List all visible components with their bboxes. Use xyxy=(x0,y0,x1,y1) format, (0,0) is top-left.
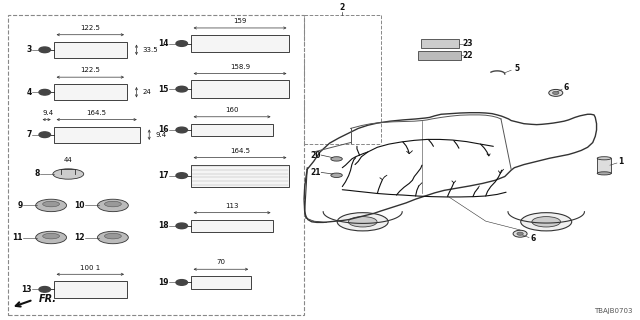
Text: 6: 6 xyxy=(563,83,569,92)
Bar xyxy=(191,80,289,98)
Ellipse shape xyxy=(348,217,377,227)
Ellipse shape xyxy=(597,157,611,160)
Bar xyxy=(418,51,461,60)
Circle shape xyxy=(176,41,188,46)
Text: 3: 3 xyxy=(27,45,32,54)
Bar xyxy=(191,124,273,136)
Ellipse shape xyxy=(36,199,67,212)
Bar xyxy=(191,220,273,232)
Ellipse shape xyxy=(104,201,122,207)
Text: 6: 6 xyxy=(531,234,536,243)
Text: 113: 113 xyxy=(225,203,239,209)
Ellipse shape xyxy=(331,157,342,161)
Ellipse shape xyxy=(36,231,67,244)
Bar xyxy=(54,84,127,100)
Text: 9.4: 9.4 xyxy=(156,132,167,138)
Circle shape xyxy=(176,223,188,229)
Text: 5: 5 xyxy=(515,64,520,73)
Text: 17: 17 xyxy=(158,171,169,180)
Circle shape xyxy=(517,232,524,235)
Text: 44: 44 xyxy=(64,157,73,163)
Text: 24: 24 xyxy=(143,89,152,95)
Text: 2: 2 xyxy=(339,3,344,12)
Bar xyxy=(8,15,304,316)
Text: FR.: FR. xyxy=(38,294,56,304)
Ellipse shape xyxy=(97,199,129,212)
Ellipse shape xyxy=(521,213,572,231)
Bar xyxy=(191,164,289,187)
Text: 22: 22 xyxy=(463,51,473,60)
Bar xyxy=(597,158,611,173)
Circle shape xyxy=(176,173,188,178)
Text: 1: 1 xyxy=(618,157,623,166)
Circle shape xyxy=(513,230,527,237)
Circle shape xyxy=(39,47,51,53)
Text: 33.5: 33.5 xyxy=(143,47,159,53)
Ellipse shape xyxy=(331,173,342,178)
Circle shape xyxy=(39,132,51,138)
Text: 164.5: 164.5 xyxy=(86,110,107,116)
Text: 14: 14 xyxy=(159,39,169,48)
Text: 100 1: 100 1 xyxy=(80,265,100,270)
Bar xyxy=(54,42,127,58)
Text: 164.5: 164.5 xyxy=(230,148,250,154)
Text: 21: 21 xyxy=(311,168,321,177)
Ellipse shape xyxy=(532,217,561,227)
Text: 19: 19 xyxy=(159,278,169,287)
Text: 23: 23 xyxy=(463,39,473,48)
Circle shape xyxy=(39,89,51,95)
Text: 11: 11 xyxy=(13,233,23,242)
Text: 9.4: 9.4 xyxy=(42,109,53,116)
Text: 16: 16 xyxy=(159,125,169,134)
Text: 10: 10 xyxy=(74,201,85,210)
Text: TBAJB0703: TBAJB0703 xyxy=(594,308,632,314)
Ellipse shape xyxy=(53,169,84,179)
Text: 8: 8 xyxy=(35,170,40,179)
Text: 122.5: 122.5 xyxy=(81,68,100,73)
Text: 9: 9 xyxy=(18,201,23,210)
Text: 7: 7 xyxy=(27,130,32,139)
Bar xyxy=(54,281,127,298)
Circle shape xyxy=(176,86,188,92)
Text: 15: 15 xyxy=(159,84,169,94)
Text: 18: 18 xyxy=(158,221,169,230)
Text: 122.5: 122.5 xyxy=(81,25,100,31)
Circle shape xyxy=(176,280,188,285)
Ellipse shape xyxy=(597,172,611,175)
Bar xyxy=(191,276,251,289)
Text: 13: 13 xyxy=(22,285,32,294)
Text: 159: 159 xyxy=(234,18,246,24)
Ellipse shape xyxy=(104,233,122,239)
Bar xyxy=(54,126,140,143)
Text: 4: 4 xyxy=(27,88,32,97)
Circle shape xyxy=(39,286,51,292)
Ellipse shape xyxy=(43,233,60,239)
Circle shape xyxy=(176,127,188,133)
Ellipse shape xyxy=(97,231,129,244)
Ellipse shape xyxy=(43,201,60,207)
Text: 160: 160 xyxy=(225,107,239,113)
Bar xyxy=(420,39,459,48)
Circle shape xyxy=(548,89,563,96)
Text: 70: 70 xyxy=(216,260,225,266)
Text: 158.9: 158.9 xyxy=(230,64,250,70)
Text: 20: 20 xyxy=(311,151,321,160)
Ellipse shape xyxy=(337,213,388,231)
Bar xyxy=(191,35,289,52)
Text: 12: 12 xyxy=(74,233,85,242)
Circle shape xyxy=(552,91,559,94)
